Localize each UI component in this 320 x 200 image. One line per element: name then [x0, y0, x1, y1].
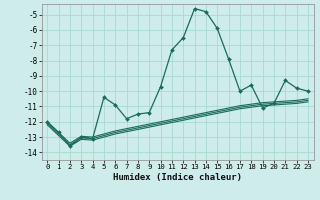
X-axis label: Humidex (Indice chaleur): Humidex (Indice chaleur) [113, 173, 242, 182]
